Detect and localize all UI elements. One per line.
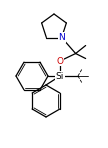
Text: O: O: [56, 57, 64, 66]
Text: N: N: [58, 33, 65, 42]
Text: Si: Si: [56, 71, 64, 81]
